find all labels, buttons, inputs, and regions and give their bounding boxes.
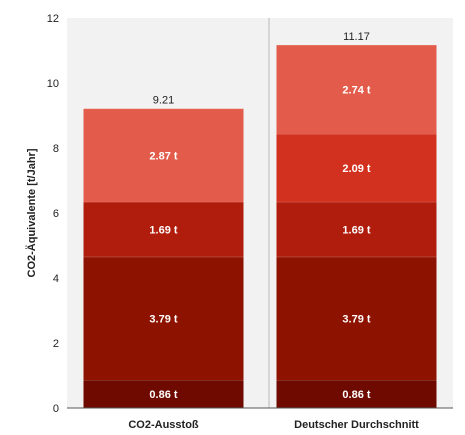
bar-segment: [276, 256, 437, 381]
bar-total-label: 11.17: [343, 31, 370, 43]
x-category-label: CO2-Ausstoß: [128, 419, 199, 431]
y-tick-label: 0: [53, 403, 59, 415]
y-tick-label: 10: [47, 78, 59, 90]
y-tick-label: 12: [47, 13, 59, 25]
segment-label: 3.79 t: [342, 313, 370, 325]
segment-label: 1.69 t: [342, 224, 370, 236]
y-tick-label: 8: [53, 143, 59, 155]
bars: 0.86 t 3.79 t 1.69 t 2.87 t 9.21 0.86 t 3.79 t…: [83, 31, 437, 408]
y-tick-label: 2: [53, 338, 59, 350]
y-tick-label: 6: [53, 208, 59, 220]
segment-label: 0.86 t: [149, 389, 177, 401]
segment-label: 0.86 t: [342, 389, 370, 401]
y-axis-ticks: 0 2 4 6 8 10 12: [47, 13, 59, 415]
bar-segment: [83, 256, 244, 381]
bar-segment: [276, 44, 437, 135]
bar-segment: [276, 380, 437, 408]
segment-label: 2.87 t: [149, 150, 177, 162]
y-axis-title: CO2-Äquivalente [t/Jahr]: [25, 148, 38, 277]
x-axis-labels: CO2-Ausstoß Deutscher Durchschnitt: [128, 419, 419, 431]
bar-segment: [83, 201, 244, 257]
segment-label: 2.09 t: [342, 163, 370, 175]
bar-total-label: 9.21: [153, 95, 174, 107]
segment-label: 3.79 t: [149, 313, 177, 325]
bar-segment: [83, 108, 244, 202]
x-category-label: Deutscher Durchschnitt: [294, 419, 419, 431]
bar-segment: [276, 201, 437, 257]
segment-label: 1.69 t: [149, 224, 177, 236]
segment-label: 2.74 t: [342, 85, 370, 97]
bar-segment: [83, 380, 244, 408]
y-tick-label: 4: [53, 273, 59, 285]
bar-segment: [276, 134, 437, 202]
